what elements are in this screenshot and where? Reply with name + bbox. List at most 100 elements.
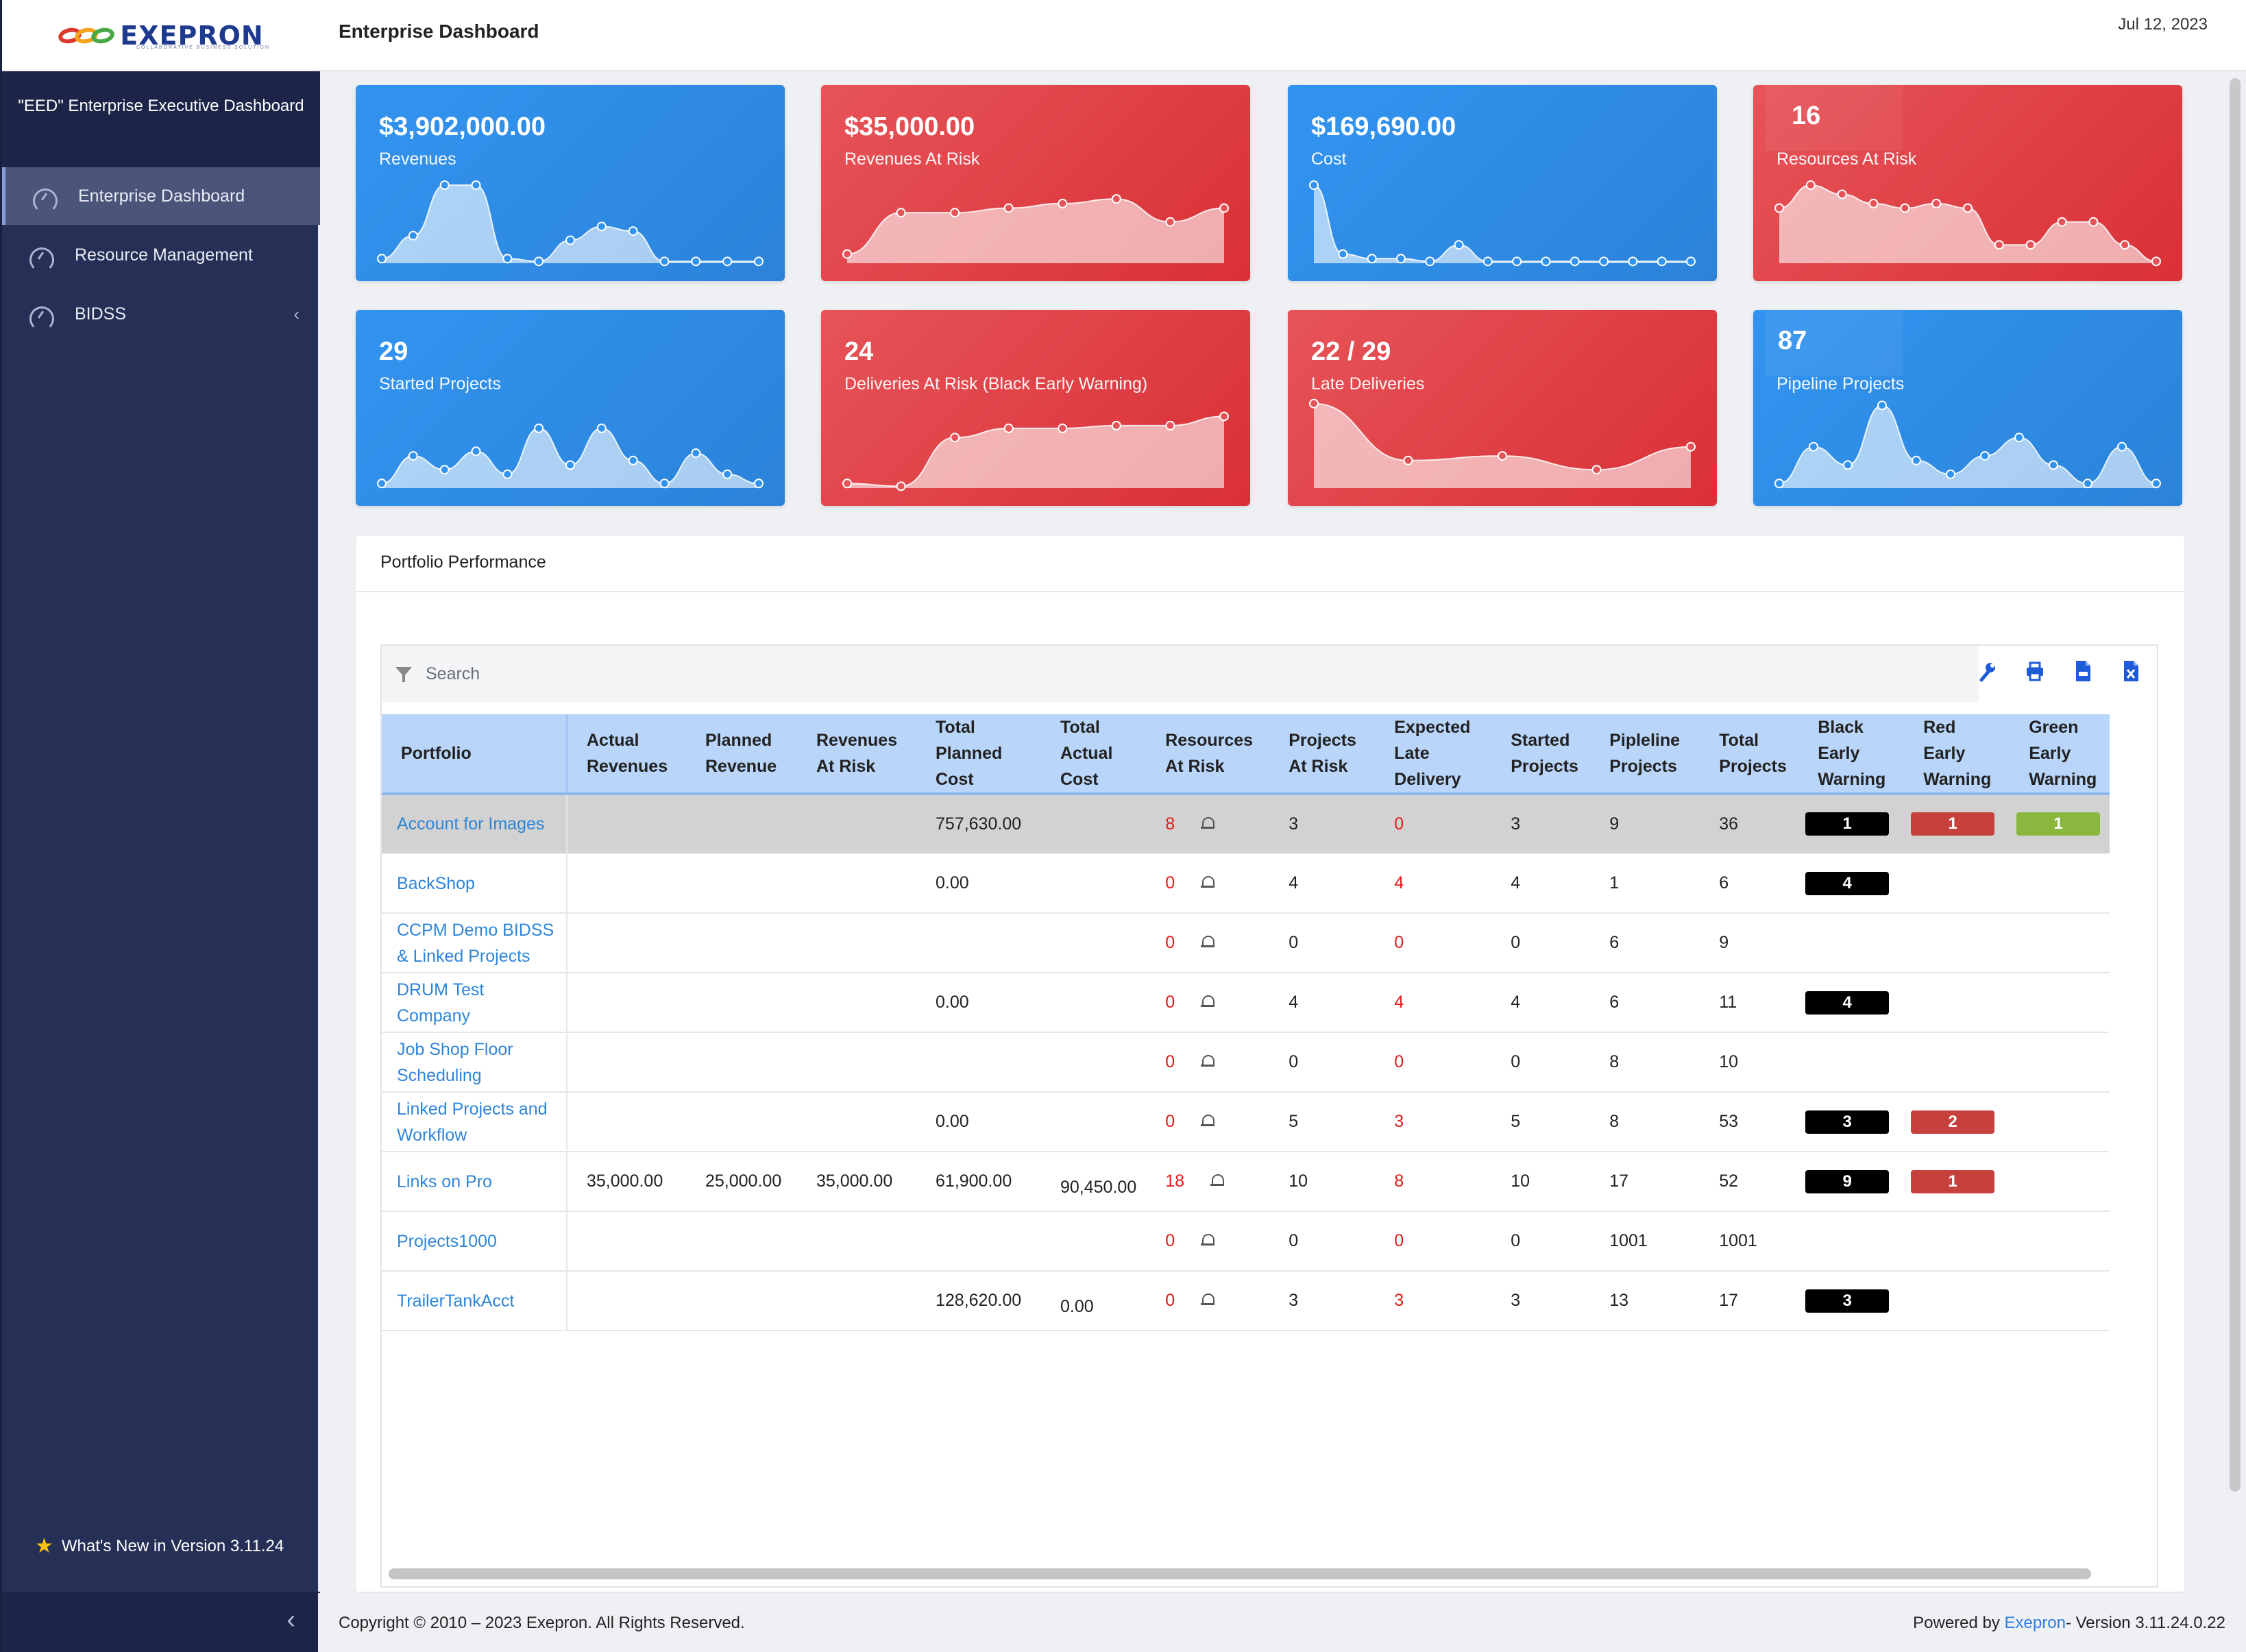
portfolio-link[interactable]: Links on Pro bbox=[382, 1152, 567, 1212]
sidebar-item-bidss[interactable]: BIDSS ‹ bbox=[2, 285, 320, 343]
portfolio-link[interactable]: DRUM Test Company bbox=[382, 973, 567, 1033]
cell-projects-at-risk: 10 bbox=[1269, 1152, 1376, 1212]
red-warning-badge[interactable]: 1 bbox=[1911, 812, 1995, 836]
column-header-resources-at-risk[interactable]: Resources At Risk bbox=[1146, 714, 1270, 795]
portfolio-link[interactable]: Projects1000 bbox=[382, 1211, 567, 1272]
kpi-card-pipeline-projects[interactable]: 87 Pipeline Projects bbox=[1753, 310, 2182, 506]
column-header-total-planned-cost[interactable]: Total Planned Cost bbox=[916, 714, 1041, 795]
column-header-started-projects[interactable]: Started Projects bbox=[1491, 714, 1591, 795]
horizontal-scrollbar[interactable] bbox=[389, 1568, 2091, 1579]
sparkline-chart bbox=[377, 180, 764, 267]
bell-icon[interactable] bbox=[1201, 1232, 1215, 1248]
whats-new-link[interactable]: ★ What's New in Version 3.11.24 bbox=[35, 1534, 284, 1558]
sparkline-point bbox=[2151, 478, 2161, 489]
cell-projects-at-risk: 3 bbox=[1269, 1271, 1376, 1331]
portfolio-link[interactable]: TrailerTankAcct bbox=[382, 1271, 567, 1331]
cell-expected-late-delivery: 3 bbox=[1375, 1092, 1492, 1152]
sparkline-chart bbox=[1309, 180, 1696, 267]
black-warning-badge[interactable]: 9 bbox=[1805, 1169, 1890, 1193]
logo[interactable]: EXEPRON COLLABORATIVE BUSINESS SOLUTION bbox=[2, 0, 320, 71]
red-warning-badge[interactable]: 1 bbox=[1911, 1169, 1995, 1193]
kpi-card-resources-at-risk[interactable]: 16 Resources At Risk bbox=[1753, 85, 2182, 281]
red-warning-badge[interactable]: 2 bbox=[1911, 1110, 1995, 1134]
sparkline-point bbox=[1111, 194, 1121, 204]
sparkline-point bbox=[1338, 249, 1348, 259]
portfolio-link[interactable]: Job Shop Floor Scheduling bbox=[382, 1032, 567, 1093]
vertical-scrollbar[interactable] bbox=[2230, 78, 2241, 1492]
kpi-value: $169,690.00 bbox=[1311, 112, 1456, 141]
cell-started-projects: 4 bbox=[1491, 973, 1591, 1033]
search-input[interactable]: Search bbox=[382, 646, 1979, 702]
kpi-card-cost[interactable]: $169,690.00 Cost bbox=[1288, 85, 1717, 281]
pdf-icon[interactable] bbox=[2073, 659, 2092, 683]
exepron-link[interactable]: Exepron bbox=[2004, 1614, 2066, 1632]
sidebar-item-enterprise-dashboard[interactable]: Enterprise Dashboard bbox=[2, 167, 320, 225]
column-header-total-actual-cost[interactable]: Total Actual Cost bbox=[1041, 714, 1147, 795]
kpi-label: Late Deliveries bbox=[1311, 374, 1425, 393]
column-header-projects-at-risk[interactable]: Projects At Risk bbox=[1269, 714, 1376, 795]
bell-icon[interactable] bbox=[1201, 934, 1215, 949]
print-icon[interactable] bbox=[2025, 659, 2044, 683]
column-header-red-early-warning[interactable]: Red Early Warning bbox=[1904, 714, 2010, 795]
cell-green-early-warning bbox=[2010, 1032, 2110, 1093]
bell-icon[interactable] bbox=[1201, 994, 1215, 1009]
cell-resources-at-risk: 0 bbox=[1146, 853, 1270, 914]
topbar: Enterprise Dashboard Jul 12, 2023 bbox=[318, 0, 2246, 71]
column-header-pipeline-projects[interactable]: Pipleline Projects bbox=[1590, 714, 1700, 795]
bell-icon[interactable] bbox=[1201, 1054, 1215, 1069]
cell-total-projects: 6 bbox=[1700, 853, 1799, 914]
kpi-card-revenues[interactable]: $3,902,000.00 Revenues bbox=[356, 85, 785, 281]
table-row[interactable]: Projects1000 0 0 0 0 1001 1001 bbox=[382, 1211, 2110, 1272]
table-row[interactable]: Linked Projects and Workflow 0.00 0 5 3 5 8 53 3… bbox=[382, 1092, 2110, 1152]
kpi-card-started-projects[interactable]: 29 Started Projects bbox=[356, 310, 785, 506]
sparkline-point bbox=[502, 254, 513, 264]
kpi-card-late-deliveries[interactable]: 22 / 29 Late Deliveries bbox=[1288, 310, 1717, 506]
kpi-card-deliveries-at-risk[interactable]: 24 Deliveries At Risk (Black Early Warni… bbox=[821, 310, 1250, 506]
cell-expected-late-delivery: 0 bbox=[1375, 913, 1492, 973]
wrench-icon[interactable] bbox=[1977, 659, 1997, 683]
resources-at-risk-value: 0 bbox=[1165, 873, 1175, 892]
cell-red-early-warning bbox=[1904, 1211, 2010, 1272]
column-header-actual-revenues[interactable]: Actual Revenues bbox=[567, 714, 686, 795]
table-row[interactable]: DRUM Test Company 0.00 0 4 4 4 6 11 4 bbox=[382, 973, 2110, 1033]
table-row[interactable]: Links on Pro 35,000.00 25,000.00 35,000.00 6… bbox=[382, 1152, 2110, 1212]
collapse-sidebar-icon[interactable]: ‹ bbox=[286, 1605, 295, 1634]
bell-icon[interactable] bbox=[1201, 816, 1215, 831]
green-warning-badge[interactable]: 1 bbox=[2016, 812, 2101, 836]
kpi-card-revenues-at-risk[interactable]: $35,000.00 Revenues At Risk bbox=[821, 85, 1250, 281]
table-row[interactable]: Account for Images 757,630.00 8 3 0 3 9 36 1 1 1 bbox=[382, 794, 2110, 854]
cell-expected-late-delivery: 4 bbox=[1375, 853, 1492, 914]
cell-actual-cost bbox=[1041, 913, 1147, 973]
portfolio-link[interactable]: Account for Images bbox=[382, 794, 567, 854]
sidebar-item-resource-management[interactable]: Resource Management bbox=[2, 226, 320, 284]
column-header-total-projects[interactable]: Total Projects bbox=[1700, 714, 1799, 795]
bell-icon[interactable] bbox=[1201, 875, 1215, 890]
grid-toolbar bbox=[1977, 659, 2140, 683]
dashboard-icon bbox=[29, 247, 54, 272]
excel-icon[interactable] bbox=[2121, 659, 2140, 683]
table-row[interactable]: TrailerTankAcct 128,620.00 0.00 0 3 3 3 13 17 3 bbox=[382, 1271, 2110, 1331]
bell-icon[interactable] bbox=[1201, 1113, 1215, 1128]
portfolio-link[interactable]: Linked Projects and Workflow bbox=[382, 1092, 567, 1152]
black-warning-badge[interactable]: 1 bbox=[1805, 812, 1890, 836]
column-header-portfolio[interactable]: Portfolio bbox=[382, 714, 567, 795]
table-row[interactable]: Job Shop Floor Scheduling 0 0 0 0 8 10 bbox=[382, 1032, 2110, 1093]
portfolio-link[interactable]: CCPM Demo BIDSS & Linked Projects bbox=[382, 913, 567, 973]
black-warning-badge[interactable]: 3 bbox=[1805, 1289, 1890, 1313]
column-header-expected-late-delivery[interactable]: Expected Late Delivery bbox=[1375, 714, 1492, 795]
black-warning-badge[interactable]: 3 bbox=[1805, 1110, 1890, 1134]
kpi-label: Cost bbox=[1311, 149, 1347, 169]
column-header-green-early-warning[interactable]: Green Early Warning bbox=[2010, 714, 2110, 795]
column-header-black-early-warning[interactable]: Black Early Warning bbox=[1798, 714, 1905, 795]
sparkline-line bbox=[1313, 184, 1691, 263]
black-warning-badge[interactable]: 4 bbox=[1805, 991, 1890, 1015]
column-header-planned-revenue[interactable]: Planned Revenue bbox=[686, 714, 797, 795]
bell-icon[interactable] bbox=[1201, 1292, 1215, 1307]
column-header-revenues-at-risk[interactable]: Revenues At Risk bbox=[797, 714, 916, 795]
portfolio-link[interactable]: BackShop bbox=[382, 853, 567, 914]
black-warning-badge[interactable]: 4 bbox=[1805, 871, 1890, 895]
bell-icon[interactable] bbox=[1210, 1173, 1225, 1188]
cell-black-early-warning: 9 bbox=[1798, 1152, 1905, 1212]
table-row[interactable]: BackShop 0.00 0 4 4 4 1 6 4 bbox=[382, 853, 2110, 914]
table-row[interactable]: CCPM Demo BIDSS & Linked Projects 0 0 0 0 6 9 bbox=[382, 913, 2110, 973]
